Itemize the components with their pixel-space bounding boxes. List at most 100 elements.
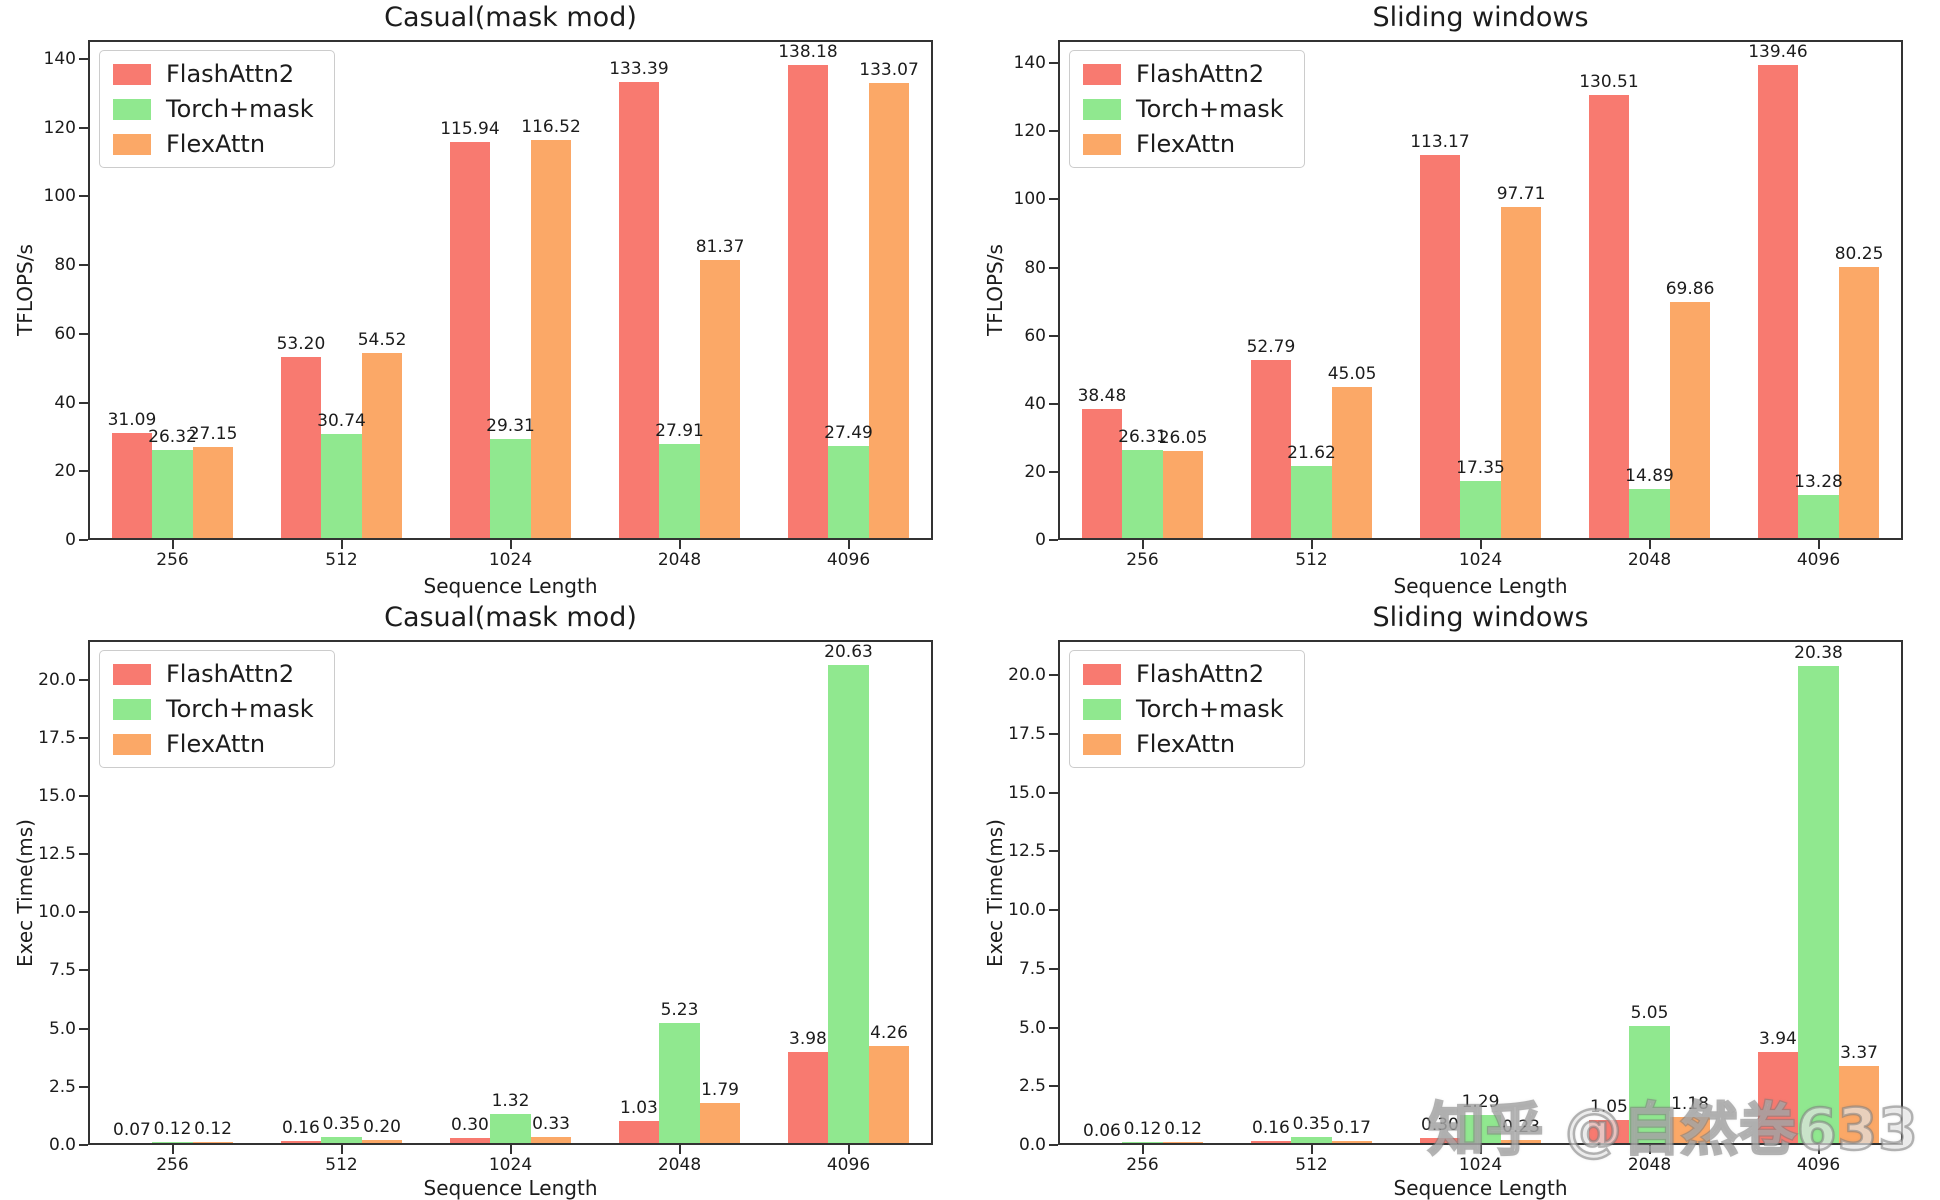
y-tick-label: 5.0 (48, 1018, 76, 1039)
bar-value-label: 27.15 (188, 423, 238, 444)
y-tick-label: 12.5 (1008, 841, 1046, 862)
bar-Torch+mask-1024 (490, 1114, 531, 1145)
x-tick-mark (1479, 1145, 1482, 1154)
bar-value-label: 21.62 (1287, 443, 1336, 464)
bar-FlashAttn2-1024 (449, 1138, 491, 1145)
y-tick-mark (1049, 130, 1058, 133)
y-tick-label: 20 (54, 461, 76, 482)
bar-FlexAttn-4096 (868, 1045, 910, 1145)
legend-item-Torch+mask: Torch+mask (113, 697, 314, 721)
bar-value-label: 0.30 (1421, 1114, 1459, 1135)
x-axis-label: Sequence Length (423, 1176, 598, 1200)
legend-label: FlexAttn (166, 130, 266, 158)
y-tick-label: 17.5 (38, 727, 76, 748)
bar-FlashAttn2-2048 (618, 1121, 660, 1145)
bar-FlashAttn2-4096 (1757, 65, 1799, 540)
y-tick-mark (1049, 791, 1058, 794)
y-tick-mark (1049, 1144, 1058, 1146)
x-tick-mark (340, 1145, 343, 1154)
bar-value-label: 14.89 (1625, 466, 1674, 487)
y-tick-mark (1049, 1026, 1058, 1029)
x-tick-mark (509, 1145, 512, 1154)
bar-FlexAttn-4096 (868, 82, 910, 540)
legend-item-FlexAttn: FlexAttn (113, 132, 314, 156)
plot-area: 0 20 40 60 80 100 120 140 256 512 1024 2048 4096 31.0… (44, 40, 933, 570)
y-tick-label: 0 (65, 530, 76, 550)
bar-Torch+mask-4096 (1798, 666, 1839, 1145)
x-tick-mark (1817, 540, 1820, 549)
bar-FlexAttn-2048 (1669, 302, 1711, 540)
x-tick-mark (509, 540, 512, 549)
y-tick-mark (1049, 1085, 1058, 1088)
chart-title: Casual(mask mod) (384, 2, 637, 33)
bar-Torch+mask-4096 (1798, 494, 1839, 540)
bar-FlexAttn-1024 (530, 139, 572, 540)
legend-item-FlexAttn: FlexAttn (1083, 732, 1284, 756)
bar-value-label: 0.12 (194, 1119, 232, 1140)
bar-Torch+mask-512 (321, 434, 362, 540)
x-tick-label: 2048 (657, 1155, 702, 1175)
y-tick-mark (79, 470, 88, 473)
bar-FlashAttn2-1024 (449, 141, 491, 540)
bar-FlashAttn2-512 (280, 357, 322, 540)
legend-item-FlexAttn: FlexAttn (113, 732, 314, 756)
bar-value-label: 31.09 (107, 410, 157, 431)
x-axis-label: Sequence Length (1393, 574, 1568, 598)
bar-FlashAttn2-4096 (787, 65, 829, 540)
bar-FlashAttn2-256 (1081, 1143, 1123, 1145)
y-axis-label: TFLOPS/s (13, 244, 37, 336)
legend-swatch-Torch+mask (113, 698, 151, 720)
legend-label: Torch+mask (1136, 95, 1284, 123)
legend-item-FlashAttn2: FlashAttn2 (113, 62, 314, 86)
legend-swatch-FlashAttn2 (1083, 663, 1121, 685)
bar-value-label: 0.16 (282, 1118, 320, 1139)
legend-label: FlexAttn (166, 730, 266, 758)
legend: FlashAttn2 Torch+mask FlexAttn (1069, 50, 1305, 168)
subplot-exectime-casual: Casual(mask mod) Exec Time(ms) 0.0 2.5 5.0… (0, 600, 970, 1200)
y-tick-mark (1049, 967, 1058, 970)
bar-FlexAttn-512 (361, 352, 403, 540)
bar-value-label: 0.20 (363, 1117, 401, 1138)
bar-FlexAttn-2048 (699, 1103, 741, 1145)
bar-FlashAttn2-256 (111, 1143, 153, 1145)
bar-value-label: 116.52 (521, 116, 581, 137)
x-tick-mark (847, 540, 850, 549)
y-tick-mark (1049, 402, 1058, 405)
bar-value-label: 1.18 (1671, 1094, 1709, 1115)
legend-item-FlashAttn2: FlashAttn2 (113, 662, 314, 686)
legend-label: FlexAttn (1136, 730, 1236, 758)
y-tick-label: 100 (1013, 189, 1046, 210)
bar-value-label: 17.35 (1456, 457, 1505, 478)
bar-FlexAttn-256 (1162, 451, 1204, 540)
x-tick-mark (1310, 540, 1313, 549)
subplot-tflops-casual: Casual(mask mod) TFLOPS/s 0 20 40 60 80 100 12… (0, 0, 970, 600)
bar-value-label: 3.37 (1840, 1042, 1878, 1063)
y-tick-mark (79, 126, 88, 129)
bar-value-label: 0.30 (451, 1115, 489, 1136)
x-tick-label: 512 (1295, 1155, 1328, 1175)
legend: FlashAttn2 Torch+mask FlexAttn (1069, 650, 1305, 768)
bar-value-label: 4.26 (870, 1022, 908, 1043)
bar-FlashAttn2-4096 (1757, 1052, 1799, 1145)
bar-value-label: 0.33 (532, 1114, 570, 1135)
y-tick-label: 40 (1024, 393, 1046, 414)
y-tick-label: 7.5 (1018, 958, 1046, 979)
x-tick-label: 512 (325, 550, 358, 570)
legend-label: FlashAttn2 (1136, 60, 1265, 88)
y-tick-mark (79, 911, 88, 914)
bar-FlexAttn-1024 (1500, 207, 1542, 540)
legend-label: Torch+mask (166, 695, 314, 723)
y-axis-label: Exec Time(ms) (983, 818, 1007, 967)
bar-FlexAttn-512 (361, 1140, 403, 1145)
y-tick-mark (79, 1085, 88, 1088)
x-tick-mark (340, 540, 343, 549)
legend-item-FlashAttn2: FlashAttn2 (1083, 62, 1284, 86)
bar-value-label: 97.71 (1496, 184, 1546, 205)
bar-Torch+mask-2048 (659, 444, 700, 540)
bar-Torch+mask-512 (1291, 1136, 1332, 1145)
chart-title: Sliding windows (1372, 602, 1589, 633)
bar-value-label: 139.46 (1748, 42, 1808, 62)
bar-value-label: 20.38 (1794, 643, 1843, 664)
bar-value-label: 1.79 (701, 1080, 739, 1101)
bar-value-label: 27.49 (824, 422, 873, 443)
